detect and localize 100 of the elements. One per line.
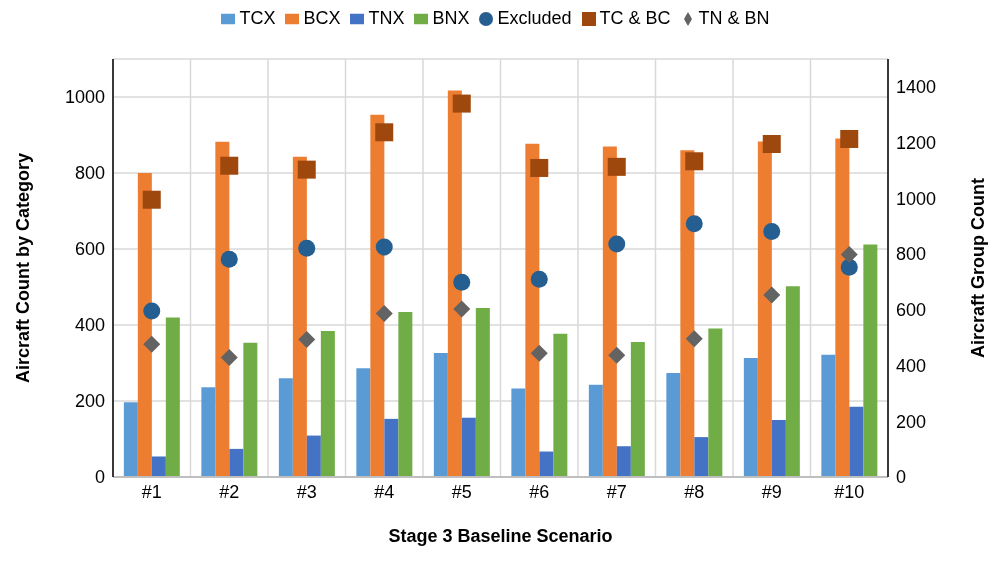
- bar: [320, 331, 335, 477]
- bar: [306, 435, 321, 477]
- y2-tick-label: 1000: [896, 188, 937, 209]
- bar: [630, 342, 645, 477]
- bar: [694, 437, 709, 477]
- point: [685, 215, 703, 233]
- bar: [616, 446, 631, 477]
- point: [220, 250, 238, 268]
- bar: [511, 388, 526, 477]
- point: [607, 157, 626, 176]
- x-tick-label: #1: [141, 481, 162, 502]
- legend-label: TCX: [239, 8, 276, 28]
- point: [375, 123, 394, 142]
- bar: [123, 402, 138, 477]
- point: [375, 304, 393, 322]
- point: [530, 158, 549, 177]
- point: [220, 156, 239, 175]
- bar: [849, 406, 864, 477]
- y2-tick-label: 0: [896, 467, 907, 488]
- x-tick-label: #2: [219, 481, 240, 502]
- y-tick-label: 200: [74, 391, 105, 412]
- legend-label: Excluded: [497, 8, 572, 28]
- bar: [292, 156, 307, 477]
- bar: [398, 312, 413, 477]
- point: [298, 239, 316, 257]
- point: [453, 273, 471, 291]
- bar: [433, 353, 448, 477]
- bar: [475, 307, 490, 477]
- bar: [165, 317, 180, 477]
- bar: [666, 372, 681, 477]
- legend-label: BNX: [432, 8, 470, 28]
- point: [298, 331, 316, 349]
- y-tick-label: 1000: [64, 87, 105, 108]
- point: [530, 344, 548, 362]
- x-tick-label: #7: [606, 481, 627, 502]
- bar: [278, 378, 293, 477]
- y2-tick-label: 800: [896, 244, 927, 265]
- bar: [553, 333, 568, 477]
- point: [143, 302, 161, 320]
- bar: [743, 358, 758, 477]
- bar: [243, 342, 258, 477]
- bar: [461, 417, 476, 477]
- bar: [229, 448, 244, 477]
- legend-label: TN & BN: [698, 8, 770, 28]
- point: [452, 94, 471, 113]
- bar: [356, 368, 371, 477]
- bar: [835, 138, 850, 477]
- bar: [771, 420, 786, 477]
- point: [608, 235, 626, 253]
- bar: [863, 244, 878, 477]
- x-tick-label: #8: [684, 481, 705, 502]
- y-tick-label: 600: [74, 239, 105, 260]
- point: [763, 223, 781, 240]
- point: [297, 160, 316, 179]
- bar: [680, 150, 695, 477]
- bar: [588, 384, 603, 477]
- point: [375, 238, 393, 256]
- x-tick-label: #3: [296, 481, 317, 502]
- legend-label: TNX: [368, 8, 405, 28]
- y-tick-label: 400: [74, 315, 105, 336]
- bar: [821, 354, 836, 477]
- bar: [602, 146, 617, 477]
- bar: [785, 286, 800, 477]
- x-tick-label: #6: [529, 481, 550, 502]
- point: [762, 134, 781, 153]
- y-axis-title: Aircraft Count by Category: [13, 152, 34, 384]
- y-tick-label: 800: [74, 163, 105, 184]
- legend-label: BCX: [303, 8, 341, 28]
- bar: [370, 114, 385, 477]
- point: [143, 335, 161, 353]
- y2-tick-label: 1200: [896, 132, 937, 153]
- y-tick-label: 0: [94, 467, 105, 488]
- y2-tick-label: 600: [896, 300, 927, 321]
- bar: [447, 90, 462, 477]
- y2-axis-title: Aircraft Group Count: [968, 178, 989, 358]
- y2-tick-label: 200: [896, 411, 927, 432]
- point: [840, 129, 859, 148]
- point: [685, 152, 704, 171]
- x-tick-label: #4: [374, 481, 395, 502]
- point: [220, 348, 238, 366]
- bar: [757, 141, 772, 477]
- bar: [151, 456, 166, 477]
- point: [685, 330, 703, 348]
- y2-tick-label: 1400: [896, 77, 937, 98]
- y2-tick-label: 400: [896, 355, 927, 376]
- point: [453, 300, 471, 318]
- x-axis-title: Stage 3 Baseline Scenario: [388, 526, 613, 546]
- point: [763, 286, 781, 304]
- bar: [215, 141, 230, 477]
- bar: [525, 143, 540, 477]
- bar: [539, 451, 554, 477]
- bar: [201, 387, 216, 477]
- bar: [384, 418, 399, 477]
- bar: [708, 328, 723, 477]
- point: [142, 190, 161, 209]
- legend-label: TC & BC: [599, 8, 671, 28]
- point: [840, 246, 858, 264]
- x-tick-label: #5: [451, 481, 472, 502]
- point: [608, 346, 626, 364]
- point: [840, 258, 858, 276]
